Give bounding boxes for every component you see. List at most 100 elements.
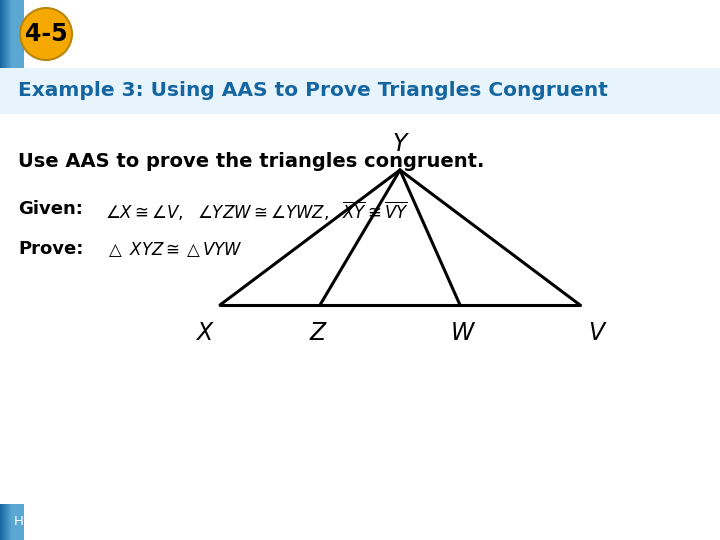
Bar — [9, 0, 22, 68]
Bar — [10, 0, 22, 68]
Bar — [5, 504, 17, 540]
Text: V: V — [588, 321, 604, 345]
Text: Use AAS to prove the triangles congruent.: Use AAS to prove the triangles congruent… — [18, 152, 485, 171]
Bar — [8, 504, 19, 540]
Text: 4-5: 4-5 — [24, 22, 67, 46]
Bar — [7, 504, 19, 540]
Bar — [6, 504, 19, 540]
Bar — [8, 504, 20, 540]
Bar — [10, 0, 22, 68]
Bar — [6, 504, 18, 540]
Bar — [12, 504, 24, 540]
Bar — [8, 0, 20, 68]
Bar — [4, 0, 16, 68]
Bar — [6, 0, 17, 68]
Bar — [2, 0, 14, 68]
Bar — [1, 504, 13, 540]
Bar — [6, 0, 18, 68]
Bar — [11, 0, 23, 68]
Bar — [4, 504, 16, 540]
Bar — [8, 504, 20, 540]
Bar — [6, 504, 17, 540]
Bar — [3, 504, 15, 540]
Bar — [9, 0, 21, 68]
Bar — [4, 504, 17, 540]
Bar — [11, 504, 23, 540]
Text: Copyright © by Holt Mc Dougal. All Rights Reserved.: Copyright © by Holt Mc Dougal. All Right… — [395, 516, 706, 529]
Bar — [11, 504, 23, 540]
Bar — [8, 504, 20, 540]
Bar — [6, 504, 19, 540]
Bar — [2, 504, 14, 540]
Bar — [8, 0, 20, 68]
Bar — [5, 504, 17, 540]
Bar — [5, 0, 17, 68]
Bar — [9, 504, 21, 540]
Bar — [1, 504, 12, 540]
Bar — [7, 0, 19, 68]
Bar — [2, 504, 14, 540]
Bar — [3, 0, 14, 68]
Bar — [2, 504, 14, 540]
Bar — [4, 0, 16, 68]
Bar — [9, 504, 21, 540]
Bar — [3, 504, 15, 540]
Bar — [12, 504, 24, 540]
Bar — [4, 0, 16, 68]
Bar — [1, 504, 13, 540]
Bar — [1, 0, 13, 68]
Bar — [10, 504, 22, 540]
Bar — [4, 504, 16, 540]
Bar — [6, 504, 17, 540]
Bar — [7, 0, 19, 68]
Bar — [6, 0, 19, 68]
Text: Z: Z — [310, 321, 326, 345]
Circle shape — [20, 8, 72, 60]
Text: $\angle X \cong \angle V,$  $\angle YZW \cong \angle YWZ,$  $\overline{XY} \cong: $\angle X \cong \angle V,$ $\angle YZW \… — [105, 200, 409, 223]
Text: Y: Y — [393, 132, 408, 156]
Bar — [6, 0, 19, 68]
Text: $\triangle\ XYZ \cong \triangle VYW$: $\triangle\ XYZ \cong \triangle VYW$ — [105, 240, 243, 259]
Bar — [12, 0, 24, 68]
Bar — [12, 504, 23, 540]
Bar — [0, 68, 720, 114]
Bar — [1, 0, 14, 68]
Bar — [5, 0, 17, 68]
Text: Example 3: Using AAS to Prove Triangles Congruent: Example 3: Using AAS to Prove Triangles … — [18, 82, 608, 100]
Text: Prove:: Prove: — [18, 240, 84, 258]
Bar — [3, 0, 15, 68]
Bar — [7, 504, 19, 540]
Bar — [9, 0, 20, 68]
Bar — [11, 0, 22, 68]
Bar — [9, 0, 21, 68]
Bar — [11, 504, 22, 540]
Bar — [1, 0, 13, 68]
Bar — [1, 0, 12, 68]
Bar — [6, 0, 17, 68]
Bar — [9, 504, 22, 540]
Bar — [9, 0, 21, 68]
Bar — [1, 0, 14, 68]
Bar — [3, 504, 14, 540]
Bar — [8, 0, 20, 68]
Bar — [6, 504, 18, 540]
Bar — [6, 504, 19, 540]
Bar — [7, 0, 19, 68]
Text: Holt McDougal Geometry: Holt McDougal Geometry — [14, 516, 181, 529]
Bar — [0, 504, 12, 540]
Bar — [1, 504, 13, 540]
Bar — [2, 0, 14, 68]
Bar — [11, 0, 23, 68]
Bar — [4, 0, 17, 68]
Bar — [9, 504, 22, 540]
Bar — [12, 0, 23, 68]
Bar — [6, 0, 18, 68]
Text: Triangle Congruence: ASA, AAS, and HL: Triangle Congruence: ASA, AAS, and HL — [82, 20, 701, 48]
Bar — [6, 504, 18, 540]
Bar — [4, 0, 15, 68]
Bar — [9, 504, 21, 540]
Bar — [1, 504, 14, 540]
Bar — [1, 504, 14, 540]
Bar — [5, 0, 17, 68]
Bar — [3, 0, 15, 68]
